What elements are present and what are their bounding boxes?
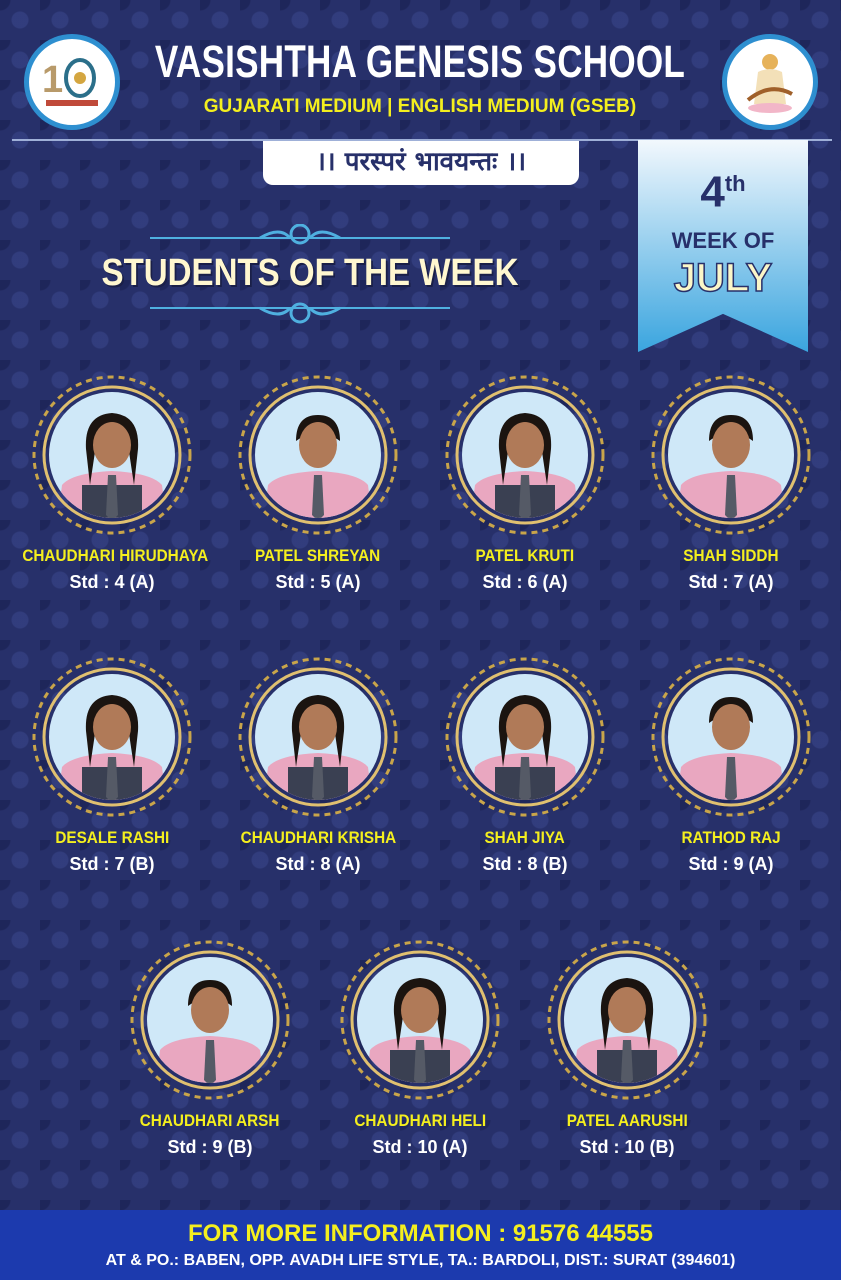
student-card: CHAUDHARI HIRUDHAYA Std : 4 (A) [12,370,212,593]
student-photo-frame [440,652,610,822]
student-standard: Std : 9 (A) [688,854,774,874]
student-card: CHAUDHARI ARSH Std : 9 (B) [110,935,310,1158]
student-photo-frame [646,652,816,822]
student-photo [651,375,811,535]
address: AT & PO.: BABEN, OPP. AVADH LIFE STYLE, … [105,1252,736,1269]
student-photo [238,375,398,535]
student-card: SHAH JIYA Std : 8 (B) [425,652,625,875]
student-card: CHAUDHARI KRISHA Std : 8 (A) [218,652,418,875]
saraswati-emblem [722,34,818,130]
student-standard: Std : 10 (B) [579,1137,675,1157]
week-ribbon: 4th WEEK OF JULY [638,140,808,352]
student-name: PATEL AARUSHI [566,1111,688,1130]
student-name: DESALE RASHI [55,828,169,847]
student-name: CHAUDHARI HELI [354,1111,486,1130]
student-name: RATHOD RAJ [681,828,781,847]
student-photo-frame [646,370,816,540]
student-photo [32,375,192,535]
student-card: PATEL SHREYAN Std : 5 (A) [218,370,418,593]
student-card: PATEL KRUTI Std : 6 (A) [425,370,625,593]
student-photo [340,940,500,1100]
student-photo-frame [125,935,295,1105]
student-standard: Std : 8 (B) [482,854,568,874]
student-photo-frame [27,652,197,822]
student-standard: Std : 7 (B) [69,854,155,874]
student-photo [238,657,398,817]
student-card: RATHOD RAJ Std : 9 (A) [631,652,831,875]
student-photo [445,375,605,535]
ornament-bottom-icon [150,302,450,324]
footer: FOR MORE INFORMATION : 91576 44555 AT & … [0,1210,841,1280]
school-subtitle: GUJARATI MEDIUM | ENGLISH MEDIUM (GSEB) [203,96,637,117]
student-card: CHAUDHARI HELI Std : 10 (A) [320,935,520,1158]
week-of-label: WEEK OF [671,227,775,253]
student-photo [130,940,290,1100]
student-photo [547,940,707,1100]
student-photo-frame [27,370,197,540]
student-photo-frame [233,370,403,540]
school-name: VASISHTHA GENESIS SCHOOL [154,36,686,87]
student-name: CHAUDHARI HIRUDHAYA [22,546,209,565]
student-standard: Std : 4 (A) [69,572,155,592]
student-standard: Std : 6 (A) [482,572,568,592]
week-number: 4th [700,167,746,217]
school-motto: ।। परस्परं भावयन्तः ।। [263,141,579,185]
student-photo-frame [542,935,712,1105]
student-photo-frame [335,935,505,1105]
student-name: PATEL SHREYAN [255,546,381,565]
student-card: SHAH SIDDH Std : 7 (A) [631,370,831,593]
student-name: CHAUDHARI ARSH [140,1111,280,1130]
student-photo [32,657,192,817]
student-photo [445,657,605,817]
student-photo [651,657,811,817]
student-card: PATEL AARUSHI Std : 10 (B) [527,935,727,1158]
school-anniversary-logo: 1 [24,34,120,130]
student-photo-frame [440,370,610,540]
student-card: DESALE RASHI Std : 7 (B) [12,652,212,875]
divider [12,139,832,141]
svg-text:1: 1 [42,59,63,101]
student-standard: Std : 5 (A) [275,572,361,592]
student-name: SHAH JIYA [484,828,566,847]
student-standard: Std : 10 (A) [372,1137,468,1157]
student-standard: Std : 7 (A) [688,572,774,592]
banner-title: STUDENTS OF THE WEEK [101,252,519,294]
contact-info: FOR MORE INFORMATION : 91576 44555 [188,1220,653,1247]
student-name: PATEL KRUTI [475,546,575,565]
student-name: CHAUDHARI KRISHA [240,828,396,847]
student-standard: Std : 8 (A) [275,854,361,874]
student-name: SHAH SIDDH [683,546,779,565]
student-photo-frame [233,652,403,822]
month-label: JULY [673,255,773,301]
student-standard: Std : 9 (B) [167,1137,253,1157]
ornament-top-icon [150,224,450,245]
